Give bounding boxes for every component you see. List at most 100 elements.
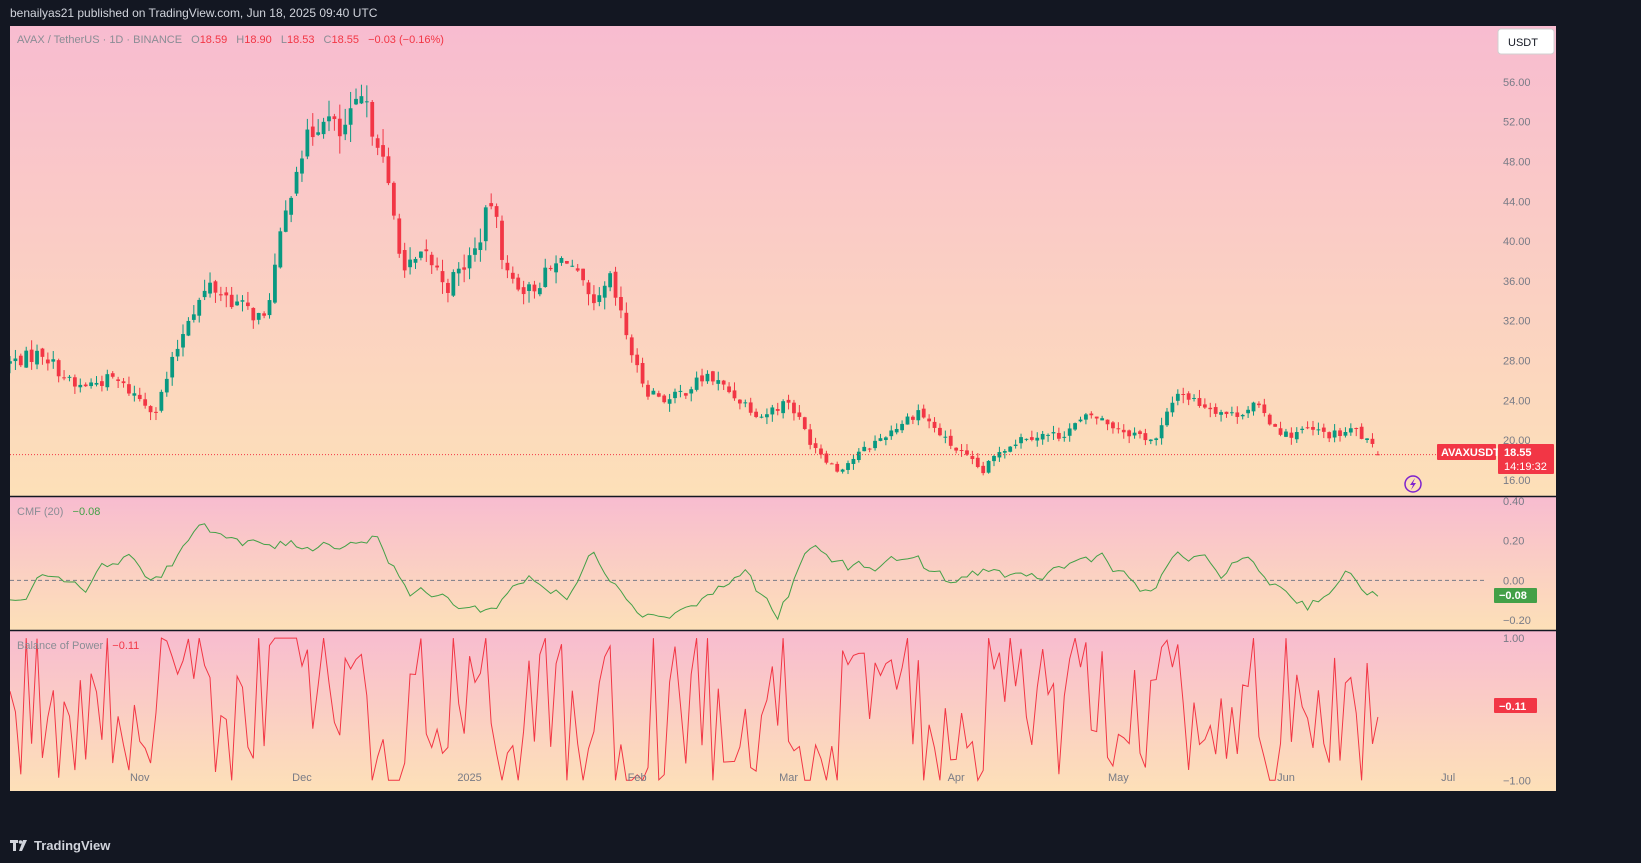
candle-body [840,469,845,472]
candle-body [1073,423,1077,430]
candle [235,294,239,306]
candle [537,282,542,297]
candle [829,462,834,465]
candle [29,340,34,370]
chart-canvas[interactable]: 60.0056.0052.0048.0044.0040.0036.0032.00… [10,26,1556,791]
candle-body [992,456,996,462]
candle-body [516,277,521,290]
footer-brand[interactable]: TradingView [10,838,110,853]
candle-body [1121,429,1126,433]
candle [154,407,158,421]
candle [1343,427,1348,438]
lightning-icon[interactable] [1404,475,1422,493]
candle-body [1175,393,1180,401]
candle [754,408,759,419]
candle [792,399,796,421]
cmf-line [10,523,1379,621]
candle [770,404,775,422]
candle-body [1078,419,1083,422]
candle [775,402,780,416]
candle [1100,415,1105,421]
candle [10,355,12,374]
candle-body [381,145,385,157]
candle [1370,433,1375,448]
legend-close-label: C [324,34,332,46]
currency-button[interactable]: USDT [1497,28,1555,55]
candle [970,450,975,465]
candle [624,302,629,340]
candle-body [413,258,418,263]
candle-body [424,249,429,252]
candle [851,454,856,470]
candle-body [359,96,364,104]
candle [1024,438,1029,442]
publisher-line: benailyas21 published on TradingView.com… [10,6,378,20]
candle-body [732,390,737,399]
candle [986,460,991,474]
candle [100,375,104,392]
cmf-pane[interactable] [10,497,1556,630]
candle [975,453,980,469]
candle-body [548,267,553,270]
candle [656,390,661,398]
candle [494,203,499,229]
candle [364,85,369,118]
candle-body [154,411,158,413]
candle [483,205,488,251]
candle-body [10,361,12,364]
candle-body [954,447,959,451]
candle-body [846,463,850,470]
candle-body [1067,428,1072,436]
candle-body [1202,404,1207,408]
legend-change: −0.03 (−0.16%) [368,34,444,46]
candle-body [505,262,510,271]
candle-body [792,402,796,414]
candle-body [1159,425,1164,439]
candle [527,281,531,303]
candles-group [10,84,1380,476]
candle-body [62,377,66,379]
candle [759,414,764,419]
candle-body [240,300,245,302]
candle [1354,427,1359,437]
candle-body [1116,428,1121,430]
candle-body [1321,427,1326,432]
legend-high-label: H [236,34,244,46]
candle [916,404,921,426]
candle-body [1219,412,1223,415]
candle [397,213,402,258]
candle [873,435,877,451]
candle-body [94,382,99,385]
candle [835,461,840,473]
candle [175,339,180,362]
candle-body [559,258,564,263]
candle [251,307,256,329]
cmf-group: 0.40 0.20 0.00 −0.20 [10,496,1531,627]
price-scale-label: 48.00 [1503,156,1531,168]
candle-body [1246,409,1251,414]
time-axis[interactable]: Nov Dec 2025 Feb Mar Apr May Jun Jul [130,772,1455,784]
candle-body [1154,438,1159,441]
candle [337,104,342,154]
candle-body [1089,413,1094,416]
candle [1138,429,1142,439]
candle-body [646,384,650,397]
candle [948,429,953,450]
candle [24,346,29,368]
candle-body [1170,402,1175,413]
candle [202,279,207,301]
candle [229,286,234,309]
candle-body [1192,397,1196,399]
candle [1273,423,1278,427]
candle-body [532,284,537,292]
candle [932,417,937,433]
candle-body [835,463,840,472]
candle [181,324,185,357]
candle [283,200,288,233]
bop-pane[interactable] [10,631,1556,791]
candle [240,295,245,312]
candle [516,273,521,292]
candle [1267,413,1272,426]
cmf-legend: CMF (20) −0.08 [17,506,100,518]
cmf-value-label: −0.08 [1499,590,1527,602]
